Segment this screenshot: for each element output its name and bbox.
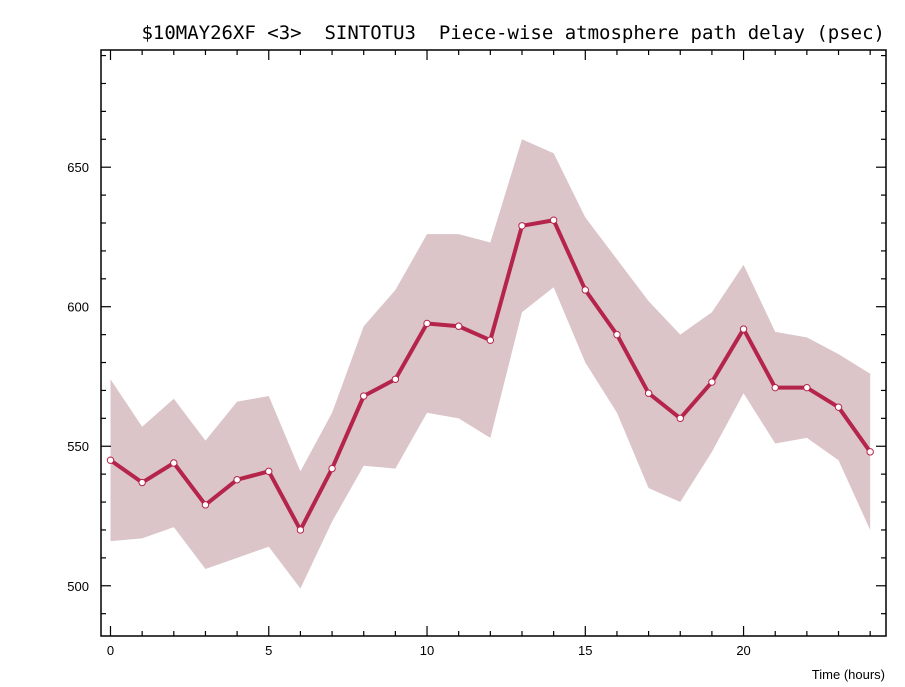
data-point [265, 467, 273, 476]
data-point [644, 389, 653, 397]
chart-title: $10MAY26XF <3> SINTOTU3 Piece-wise atmos… [141, 22, 885, 44]
uncertainty-band [110, 139, 871, 589]
data-point [613, 330, 621, 339]
data-point [581, 286, 589, 294]
x-tick-label: 10 [420, 643, 434, 658]
data-point [360, 392, 368, 400]
data-point [771, 383, 779, 392]
data-point [486, 336, 495, 344]
y-tick-label: 500 [67, 579, 89, 594]
band-area [110, 139, 871, 589]
x-axis-label: Time (hours) [812, 667, 885, 682]
data-point [739, 325, 748, 333]
data-point [106, 456, 115, 464]
data-markers [106, 216, 874, 534]
data-point [233, 476, 241, 484]
axes [100, 49, 887, 637]
data-point [708, 378, 716, 386]
data-point [296, 526, 305, 534]
data-point [454, 322, 463, 330]
data-point [518, 222, 526, 230]
data-point [138, 478, 146, 487]
x-tick-label: 5 [265, 643, 272, 658]
y-tick-label: 650 [67, 160, 89, 175]
x-tick-label: 20 [736, 643, 750, 658]
data-point [170, 459, 178, 467]
data-point [803, 383, 811, 392]
plot-frame [100, 49, 887, 637]
x-tick-label: 15 [578, 643, 592, 658]
tick-labels: 0 5 10 15 20 500 550 600 650 [67, 160, 750, 658]
data-point [391, 375, 400, 383]
data-point [866, 448, 874, 456]
x-tick-label: 0 [107, 643, 114, 658]
data-point [423, 319, 431, 328]
y-tick-label: 600 [67, 300, 89, 315]
data-point [328, 464, 336, 473]
data-point [834, 403, 843, 411]
y-tick-label: 550 [67, 439, 89, 454]
data-point [549, 216, 558, 224]
data-point [201, 501, 210, 509]
data-point [676, 414, 684, 423]
